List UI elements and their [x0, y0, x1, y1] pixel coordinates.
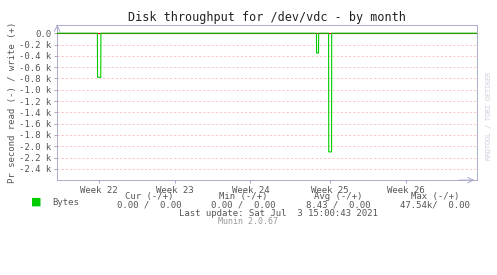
Text: Cur (-/+): Cur (-/+): [125, 192, 173, 201]
Text: Bytes: Bytes: [52, 198, 79, 207]
Text: 8.43 /  0.00: 8.43 / 0.00: [306, 200, 370, 209]
Text: Max (-/+): Max (-/+): [411, 192, 459, 201]
Text: RRDTOOL / TOBI OETIKER: RRDTOOL / TOBI OETIKER: [486, 72, 492, 160]
Text: 0.00 /  0.00: 0.00 / 0.00: [117, 200, 181, 209]
Text: Munin 2.0.67: Munin 2.0.67: [219, 217, 278, 226]
Text: Last update: Sat Jul  3 15:00:43 2021: Last update: Sat Jul 3 15:00:43 2021: [179, 209, 378, 218]
Text: Avg (-/+): Avg (-/+): [314, 192, 362, 201]
Text: ■: ■: [30, 197, 41, 207]
Y-axis label: Pr second read (-) / write (+): Pr second read (-) / write (+): [7, 22, 16, 183]
Title: Disk throughput for /dev/vdc - by month: Disk throughput for /dev/vdc - by month: [128, 10, 406, 24]
Text: Min (-/+): Min (-/+): [219, 192, 268, 201]
Text: 47.54k/  0.00: 47.54k/ 0.00: [400, 200, 470, 209]
Text: 0.00 /  0.00: 0.00 / 0.00: [211, 200, 276, 209]
